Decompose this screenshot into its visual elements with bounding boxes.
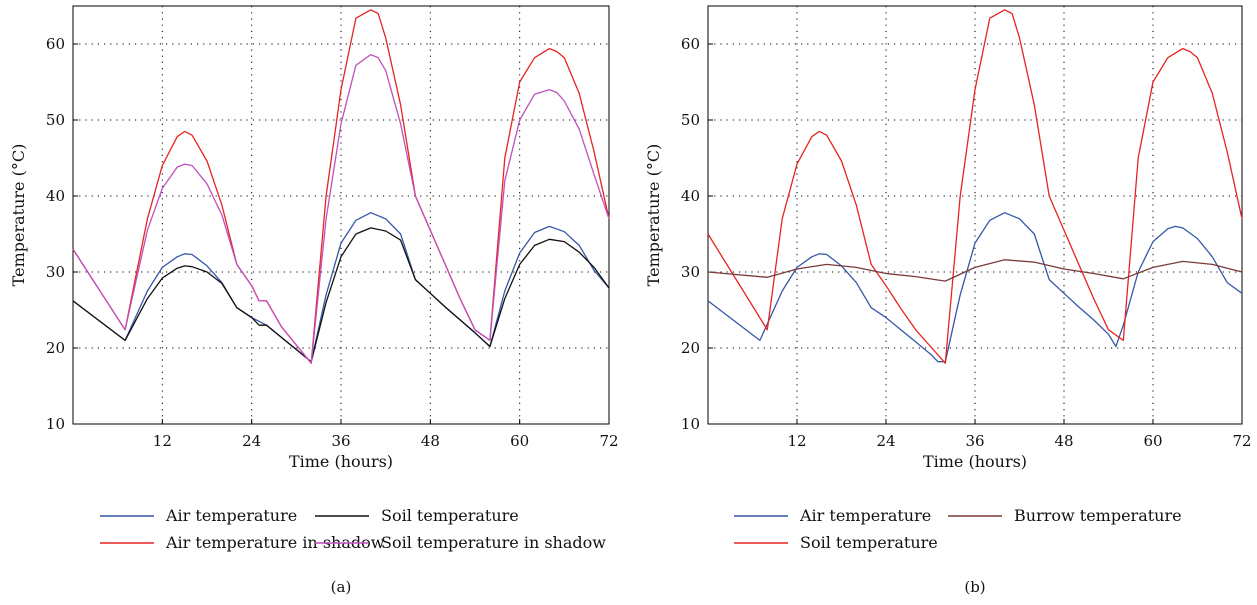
legend-label: Air temperature in shadow xyxy=(165,533,385,552)
y-tick-label: 60 xyxy=(46,35,65,53)
panel-label-b: (b) xyxy=(964,578,985,596)
y-tick-label: 60 xyxy=(681,35,700,53)
y-tick-label: 40 xyxy=(46,187,65,205)
series-a xyxy=(72,9,610,364)
y-tick-label: 10 xyxy=(681,415,700,433)
y-tick-label: 20 xyxy=(46,339,65,357)
legend-label: Air temperature xyxy=(165,506,297,525)
legend-label: Soil temperature xyxy=(381,506,519,525)
y-tick-label: 30 xyxy=(46,263,65,281)
x-tick-label: 36 xyxy=(965,432,984,450)
x-axis-title-b: Time (hours) xyxy=(923,452,1027,471)
series-line-air-temperature-in-shadow xyxy=(72,9,610,364)
x-tick-label: 12 xyxy=(787,432,806,450)
panel-label-a: (a) xyxy=(331,578,352,596)
y-tick-label: 30 xyxy=(681,263,700,281)
y-axis-title-a: Temperature (°C) xyxy=(9,144,28,287)
grid-b xyxy=(708,6,1242,424)
y-axis-title-b: Temperature (°C) xyxy=(644,144,663,287)
panel-b: 12 24 36 48 60 72 10 20 30 40 50 60 Time (hours) Te… xyxy=(644,5,1252,596)
y-tick-label: 10 xyxy=(46,415,65,433)
y-tick-label: 40 xyxy=(681,187,700,205)
legend-label: Soil temperature xyxy=(800,533,938,552)
legend-a: Air temperature Soil temperature Air tempe… xyxy=(100,506,606,552)
series-line-soil-temperature xyxy=(707,9,1243,364)
ticks-b: 12 24 36 48 60 72 10 20 30 40 50 60 xyxy=(681,35,1252,450)
legend-b: Air temperature Soil temperature Burrow te… xyxy=(734,506,1182,552)
series-line-air-temperature xyxy=(72,212,610,363)
series-line-burrow-temperature xyxy=(707,259,1243,282)
y-tick-label: 50 xyxy=(46,111,65,129)
series-line-air-temperature xyxy=(707,212,1243,363)
y-tick-label: 20 xyxy=(681,339,700,357)
ticks-a: 12 24 36 48 60 72 10 20 30 40 50 60 xyxy=(46,35,619,450)
x-axis-title-a: Time (hours) xyxy=(289,452,393,471)
x-tick-label: 60 xyxy=(1143,432,1162,450)
x-tick-label: 36 xyxy=(331,432,350,450)
legend-label: Soil temperature in shadow xyxy=(381,533,606,552)
x-tick-label: 24 xyxy=(876,432,895,450)
legend-label: Air temperature xyxy=(799,506,931,525)
y-tick-label: 50 xyxy=(681,111,700,129)
series-b xyxy=(707,9,1243,364)
series-line-soil-temperature xyxy=(72,227,610,363)
legend-label: Burrow temperature xyxy=(1014,506,1182,525)
x-tick-label: 72 xyxy=(1232,432,1251,450)
series-line-soil-temperature-in-shadow xyxy=(72,53,610,364)
x-tick-label: 48 xyxy=(421,432,440,450)
x-tick-label: 24 xyxy=(242,432,261,450)
x-tick-label: 48 xyxy=(1054,432,1073,450)
x-tick-label: 12 xyxy=(153,432,172,450)
x-tick-label: 72 xyxy=(599,432,618,450)
x-tick-label: 60 xyxy=(510,432,529,450)
panel-a: 12 24 36 48 60 72 10 20 30 40 50 60 Time (hours) Te… xyxy=(9,5,619,596)
